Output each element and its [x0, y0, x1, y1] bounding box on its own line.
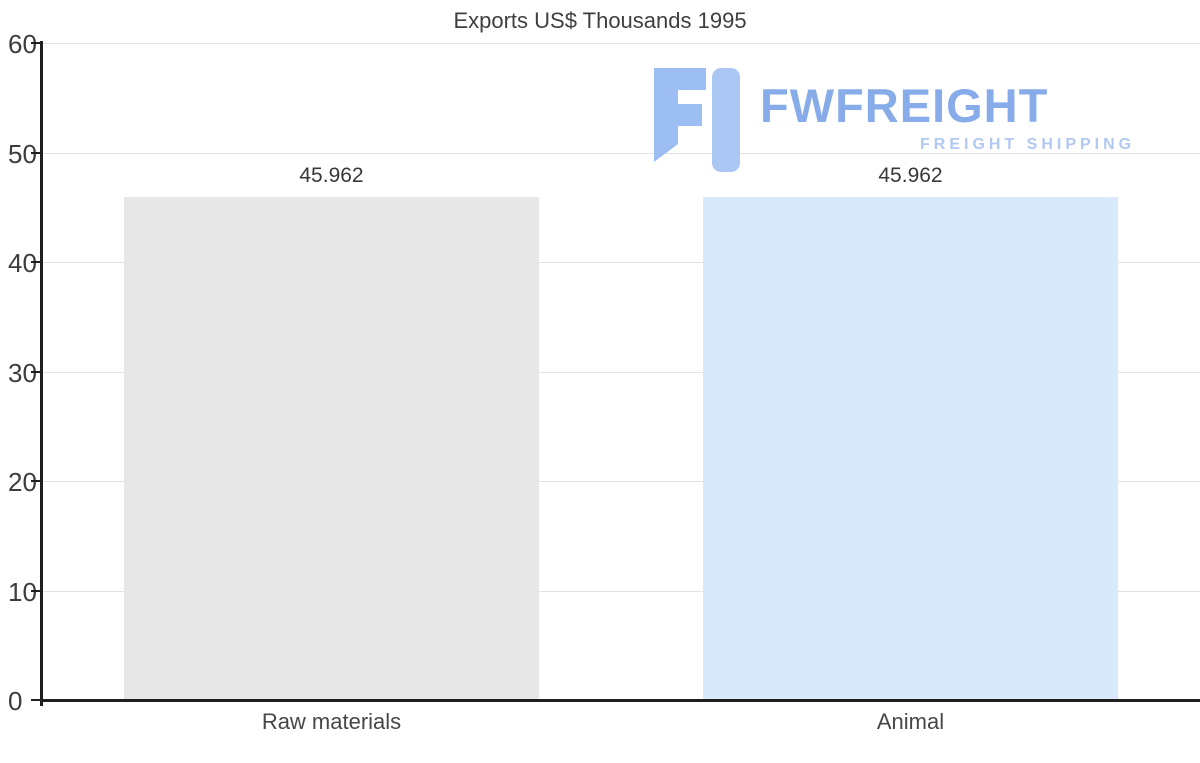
watermark-text: FWFREIGHT FREIGHT SHIPPING [760, 66, 1135, 154]
watermark-brand: FWFREIGHT [760, 79, 1049, 132]
gridline [43, 262, 1200, 263]
ytick-label: 60 [8, 29, 37, 59]
bar-animal [702, 196, 1119, 700]
ytick-mark [31, 699, 40, 701]
gridline [43, 371, 1200, 373]
ytick-mark [31, 370, 40, 373]
ytick-mark [31, 42, 40, 44]
gridline [43, 481, 1200, 482]
ytick-mark [31, 261, 40, 263]
ytick-label: 10 [8, 576, 37, 607]
watermark: FWFREIGHT FREIGHT SHIPPING [648, 66, 1135, 179]
bar-value-label-animal: 45.962 [878, 163, 943, 187]
chart-title: Exports US$ Thousands 1995 [453, 8, 747, 33]
bar-raw-materials [123, 196, 540, 700]
ytick-label: 0 [8, 686, 23, 716]
gridline [43, 590, 1200, 592]
watermark-tagline: FREIGHT SHIPPING [920, 136, 1136, 153]
bar-value-label-raw-materials: 45.962 [299, 163, 364, 187]
ytick-label: 50 [8, 138, 37, 169]
ytick-label: 20 [8, 467, 37, 497]
gridline [43, 43, 1200, 44]
x-axis-line [40, 699, 1200, 702]
ytick-mark [31, 480, 40, 482]
ytick-label: 30 [8, 357, 37, 388]
category-label-animal: Animal [876, 709, 945, 734]
gridline [43, 152, 1200, 154]
y-axis-line [40, 41, 43, 706]
freight-logo-icon [648, 66, 744, 179]
ytick-label: 40 [8, 248, 37, 278]
ytick-mark [31, 151, 40, 154]
category-label-raw-materials: Raw materials [261, 709, 402, 734]
ytick-mark [31, 589, 40, 592]
